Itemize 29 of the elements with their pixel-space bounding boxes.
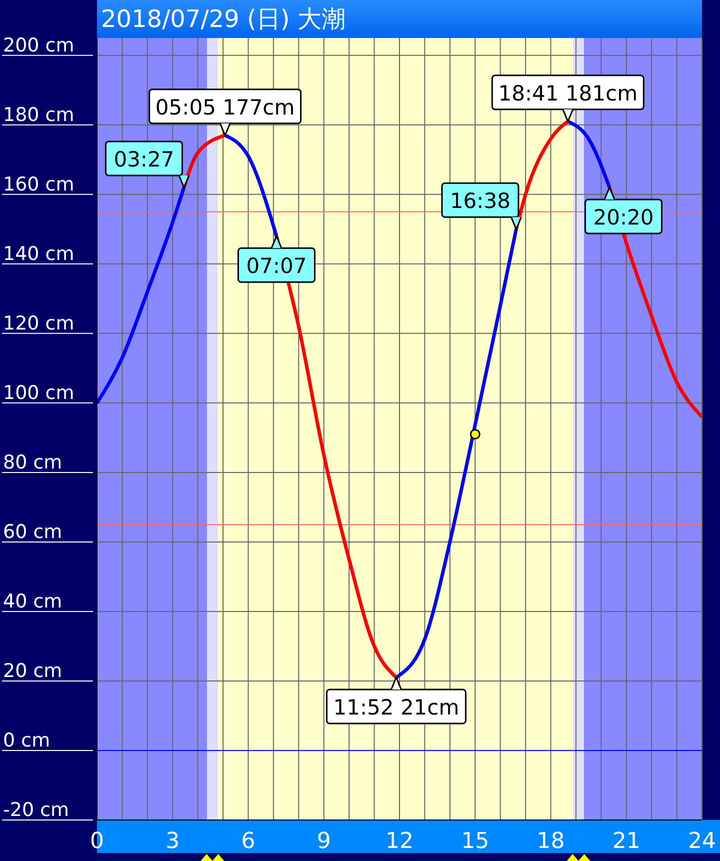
x-tick-label: 0 (90, 829, 104, 854)
annotation: 11:52 21cm (333, 696, 460, 720)
x-tick-label: 9 (316, 829, 331, 854)
x-tick-label: 21 (612, 829, 640, 854)
y-tick-label: 200 cm (3, 34, 74, 56)
y-tick-label: 160 cm (3, 173, 74, 196)
y-tick-label: 120 cm (3, 312, 74, 334)
annotation: 07:07 (246, 254, 307, 278)
x-tick-label: 18 (536, 829, 565, 854)
annotation: 03:27 (114, 147, 174, 172)
x-tick-label: 24 (688, 829, 716, 854)
x-tick-label: 15 (461, 829, 490, 854)
x-tick-label: 3 (166, 829, 180, 854)
annotation: 18:41 181cm (498, 81, 638, 106)
y-tick-label: 60 cm (3, 520, 62, 543)
y-tick-label: 100 cm (3, 382, 74, 404)
y-tick-label: 20 cm (3, 660, 62, 682)
y-tick-label: 40 cm (3, 590, 62, 612)
annotation: 20:20 (593, 205, 654, 230)
annotation: 16:38 (450, 189, 510, 214)
x-tick-label: 6 (241, 829, 256, 854)
x-tick-label: 12 (386, 829, 414, 854)
y-tick-label: 80 cm (3, 451, 62, 474)
y-tick-label: 180 cm (3, 104, 74, 126)
y-tick-label: -20 cm (3, 799, 70, 821)
y-tick-label: 0 cm (3, 729, 50, 752)
annotation: 05:05 177cm (155, 95, 295, 120)
y-tick-label: 140 cm (3, 242, 74, 265)
chart-title: 2018/07/29 (日) 大潮 (97, 0, 702, 38)
